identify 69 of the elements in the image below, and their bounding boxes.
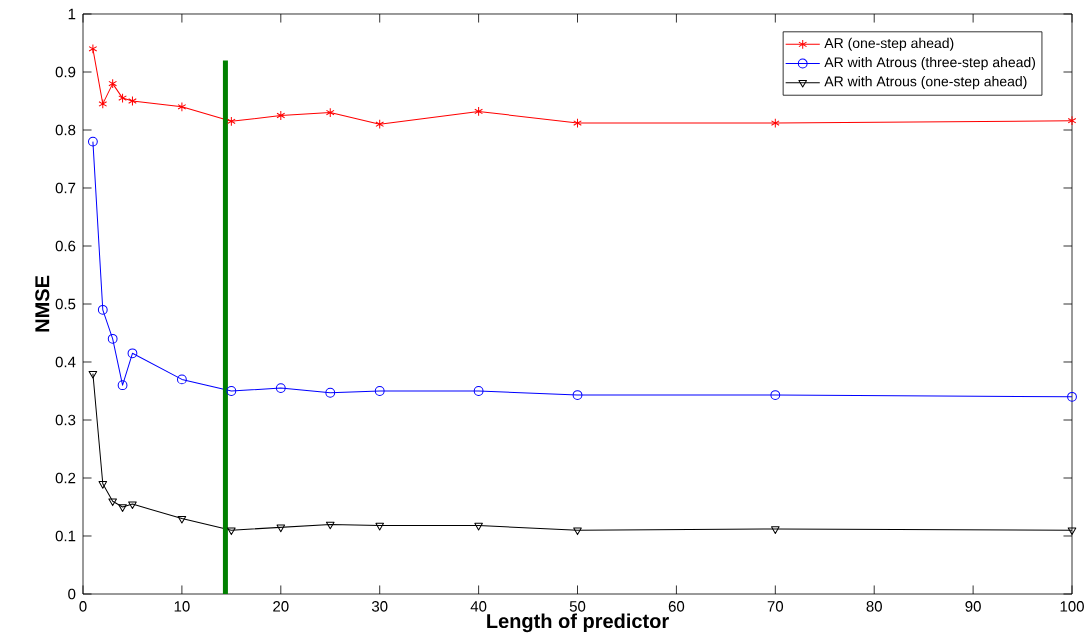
point (108, 498, 117, 507)
point (771, 526, 780, 534)
point (128, 96, 137, 106)
point (276, 110, 286, 121)
x-tick-label: 40 (470, 601, 487, 612)
point (88, 370, 98, 379)
x-tick-label: 0 (79, 601, 87, 612)
x-tick-label: 60 (668, 601, 685, 612)
point (118, 93, 127, 103)
y-tick-label: 0.1 (55, 530, 76, 542)
point (474, 522, 483, 531)
y-tick-label: 0.2 (55, 472, 76, 484)
point (325, 387, 336, 398)
y-tick-label: 0.8 (55, 124, 76, 136)
y-tick-label: 0.7 (55, 182, 76, 194)
point (88, 43, 98, 54)
point (375, 119, 385, 130)
x-tick-label: 50 (569, 601, 586, 612)
point (107, 333, 118, 344)
y-tick-label: 0.4 (55, 356, 76, 368)
point (474, 106, 483, 117)
x-tick-label: 30 (371, 601, 388, 612)
point (87, 136, 98, 147)
y-tick-label: 0 (68, 588, 76, 600)
x-tick-label: 10 (174, 601, 190, 612)
point (108, 78, 117, 89)
legend-label: AR with Atrous (one-step ahead) (824, 76, 1027, 90)
point (177, 515, 187, 524)
x-tick-label: 90 (965, 601, 981, 612)
point (98, 99, 108, 109)
point (117, 380, 128, 391)
point (97, 304, 108, 315)
x-tick-label: 70 (767, 601, 784, 612)
point (227, 116, 236, 127)
y-tick-label: 0.5 (55, 298, 76, 310)
y-tick-label: 0.9 (55, 66, 76, 78)
point (127, 348, 138, 359)
x-tick-label: 20 (273, 601, 289, 612)
point (374, 386, 385, 396)
legend-label: AR (one-step ahead) (824, 37, 954, 51)
point (1067, 527, 1077, 536)
x-tick-label: 100 (1060, 601, 1084, 612)
x-axis-title: Length of predictor (487, 613, 669, 633)
point (473, 386, 484, 396)
point (227, 527, 236, 536)
y-tick-label: 0.6 (55, 240, 76, 252)
y-axis-title: NMSE (35, 275, 50, 332)
point (177, 374, 187, 385)
point (1067, 115, 1077, 126)
point (226, 386, 237, 396)
point (1067, 391, 1077, 402)
y-tick-label: 0.3 (55, 414, 76, 426)
legend-label: AR with Atrous (three-step ahead) (824, 56, 1036, 71)
point (177, 101, 187, 112)
point (771, 118, 780, 128)
point (325, 521, 335, 530)
point (98, 481, 108, 489)
point (325, 107, 335, 118)
point (573, 527, 582, 536)
x-tick-label: 80 (866, 601, 882, 612)
point (375, 522, 385, 531)
point (118, 504, 127, 512)
point (770, 390, 781, 400)
point (275, 383, 286, 393)
y-tick-label: 1 (68, 8, 76, 20)
point (572, 390, 583, 400)
point (128, 501, 137, 509)
point (573, 118, 582, 128)
point (276, 524, 286, 533)
